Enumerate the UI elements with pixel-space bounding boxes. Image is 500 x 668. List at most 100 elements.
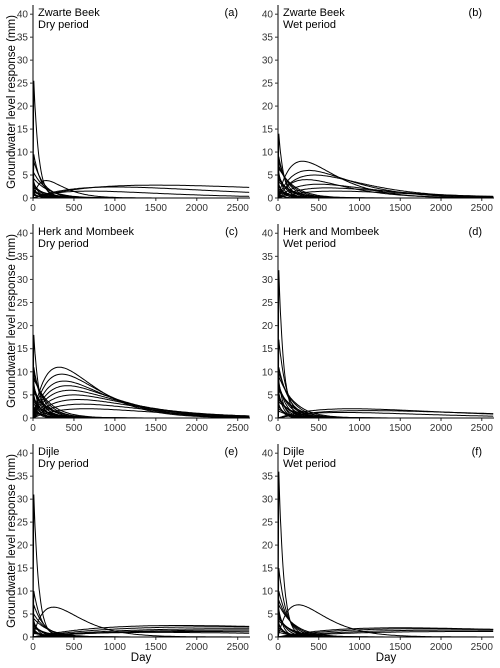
y-tick-label: 20 <box>17 102 29 113</box>
y-tick-label: 35 <box>17 252 29 263</box>
x-tick-label: 500 <box>310 203 327 214</box>
x-tick-label: 2000 <box>186 642 209 653</box>
response-curve <box>32 606 250 638</box>
x-tick-label: 1000 <box>104 642 127 653</box>
y-tick-label: 40 <box>17 10 29 21</box>
response-curve <box>32 628 250 638</box>
panel-period-label: Dry period <box>38 458 89 470</box>
panel-period-label: Wet period <box>283 238 336 250</box>
y-tick-label: 30 <box>262 495 274 506</box>
y-tick-label: 15 <box>262 344 274 355</box>
y-tick-label: 5 <box>267 171 273 182</box>
panel: 0 5 10 15 20 25 30 35 40 0 500 1000 1500 2000 2500 Zwar… <box>17 5 250 214</box>
response-curve <box>277 410 494 419</box>
y-tick-label: 30 <box>262 56 274 67</box>
y-tick-label: 25 <box>17 79 29 90</box>
x-tick-label: 1500 <box>389 423 412 434</box>
y-tick-label: 25 <box>262 518 274 529</box>
y-tick-label: 30 <box>17 495 29 506</box>
y-tick-label: 0 <box>22 194 28 205</box>
y-tick-label: 35 <box>262 33 274 44</box>
panel-site-label: Dijle <box>283 446 304 458</box>
response-curve <box>277 394 494 419</box>
y-tick-label: 10 <box>17 367 29 378</box>
x-tick-label: 500 <box>66 423 83 434</box>
response-curve <box>32 80 250 199</box>
x-tick-label: 0 <box>30 203 36 214</box>
response-curve <box>277 629 494 638</box>
y-tick-label: 15 <box>262 125 274 136</box>
y-tick-label: 20 <box>262 102 274 113</box>
panel-site-label: Dijle <box>38 446 59 458</box>
x-tick-label: 1500 <box>145 203 168 214</box>
y-tick-label: 20 <box>17 321 29 332</box>
y-tick-label: 25 <box>17 518 29 529</box>
x-tick-label: 2000 <box>430 203 453 214</box>
panel-tag: (a) <box>225 7 238 19</box>
y-tick-label: 20 <box>262 321 274 332</box>
response-curve <box>277 568 494 638</box>
y-tick-label: 15 <box>17 564 29 575</box>
y-axis-title: Groundwater level response (mm) <box>6 234 18 408</box>
y-tick-label: 40 <box>17 449 29 460</box>
x-tick-label: 2500 <box>471 423 494 434</box>
response-curve <box>277 190 494 199</box>
y-tick-label: 30 <box>262 275 274 286</box>
response-curve <box>277 193 494 199</box>
y-tick-label: 0 <box>267 194 273 205</box>
x-tick-label: 2000 <box>430 642 453 653</box>
x-tick-label: 0 <box>30 642 36 653</box>
y-tick-label: 25 <box>17 298 29 309</box>
y-tick-label: 25 <box>262 298 274 309</box>
response-curve <box>277 631 494 638</box>
y-tick-label: 5 <box>22 390 28 401</box>
response-curve <box>32 378 250 419</box>
x-tick-label: 1500 <box>145 642 168 653</box>
x-tick-label: 2500 <box>471 642 494 653</box>
response-curve <box>32 403 250 419</box>
x-tick-label: 2000 <box>186 203 209 214</box>
x-tick-label: 0 <box>275 423 281 434</box>
y-tick-label: 40 <box>262 10 274 21</box>
x-tick-label: 2500 <box>227 423 250 434</box>
x-tick-label: 0 <box>30 423 36 434</box>
x-tick-label: 1000 <box>104 423 127 434</box>
x-tick-label: 0 <box>275 642 281 653</box>
y-tick-label: 15 <box>17 125 29 136</box>
y-tick-label: 0 <box>267 414 273 425</box>
y-tick-label: 35 <box>262 472 274 483</box>
y-tick-label: 25 <box>262 79 274 90</box>
response-curve <box>32 154 250 199</box>
response-curve <box>277 179 494 199</box>
y-tick-label: 5 <box>22 171 28 182</box>
y-tick-label: 15 <box>17 344 29 355</box>
panel: 0 5 10 15 20 25 30 35 40 0 500 1000 1500 2000 2500 Dijl… <box>17 444 250 653</box>
y-axis-title: Groundwater level response (mm) <box>6 454 18 628</box>
x-tick-label: 500 <box>310 642 327 653</box>
x-tick-label: 1000 <box>348 203 371 214</box>
panel-tag: (b) <box>469 7 482 19</box>
response-curve <box>277 339 494 419</box>
y-tick-label: 40 <box>262 229 274 240</box>
y-axis-title: Groundwater level response (mm) <box>6 15 18 189</box>
y-tick-label: 10 <box>262 367 274 378</box>
response-curve <box>32 410 250 419</box>
y-tick-label: 30 <box>17 275 29 286</box>
x-tick-label: 1500 <box>389 642 412 653</box>
y-tick-label: 5 <box>267 390 273 401</box>
y-tick-label: 35 <box>17 472 29 483</box>
response-curve <box>32 408 250 419</box>
response-curve <box>277 628 494 638</box>
y-tick-label: 10 <box>262 148 274 159</box>
y-tick-label: 20 <box>262 541 274 552</box>
panel-period-label: Dry period <box>38 238 89 250</box>
x-tick-label: 2000 <box>430 423 453 434</box>
x-tick-label: 1000 <box>104 203 127 214</box>
x-tick-label: 1000 <box>348 642 371 653</box>
panel: 0 5 10 15 20 25 30 35 40 0 500 1000 1500 2000 2500 Dijl… <box>262 444 494 653</box>
panel-period-label: Wet period <box>283 458 336 470</box>
response-curve <box>32 626 250 638</box>
response-curve <box>277 471 494 638</box>
x-tick-label: 500 <box>310 423 327 434</box>
y-tick-label: 10 <box>17 148 29 159</box>
